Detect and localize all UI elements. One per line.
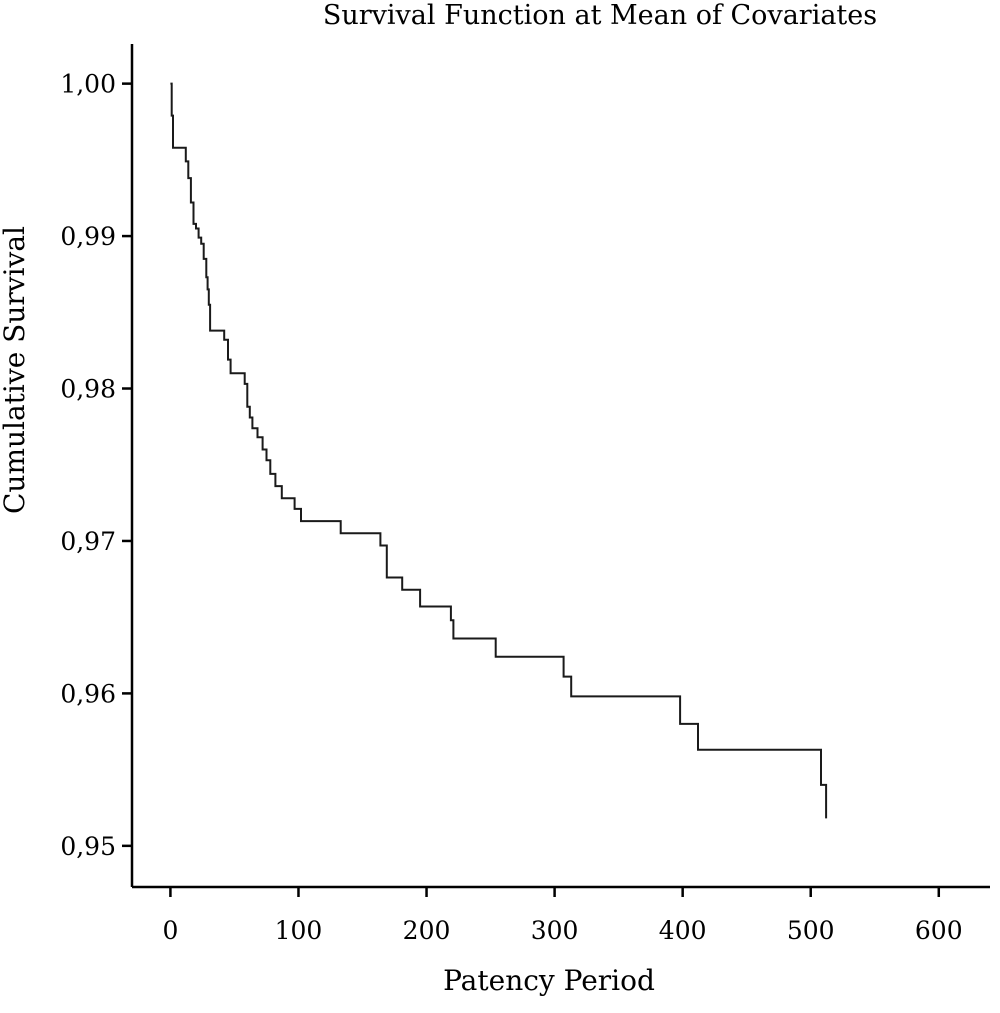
y-axis-label: Cumulative Survival	[0, 226, 31, 514]
y-tick-label: 0,99	[60, 222, 116, 251]
y-axis-ticks: 0,95 0,96 0,97 0,98 0,99 1,00	[60, 70, 132, 861]
chart-title: Survival Function at Mean of Covariates	[323, 0, 877, 31]
x-tick-label: 400	[659, 916, 707, 945]
y-tick-label: 1,00	[60, 70, 116, 99]
y-tick-label: 0,97	[60, 527, 116, 556]
x-tick-label: 300	[531, 916, 579, 945]
y-tick-label: 0,95	[60, 832, 116, 861]
y-tick-label: 0,96	[60, 679, 116, 708]
x-tick-label: 100	[275, 916, 323, 945]
x-axis-label: Patency Period	[443, 964, 655, 997]
x-tick-label: 0	[162, 916, 178, 945]
y-tick-label: 0,98	[60, 375, 116, 404]
x-tick-label: 200	[403, 916, 451, 945]
x-axis-ticks: 0 100 200 300 400 500 600	[162, 887, 963, 945]
x-tick-label: 500	[787, 916, 835, 945]
x-tick-label: 600	[915, 916, 963, 945]
survival-step-line	[170, 82, 828, 819]
plot-series	[170, 82, 828, 819]
axes	[130, 44, 990, 889]
